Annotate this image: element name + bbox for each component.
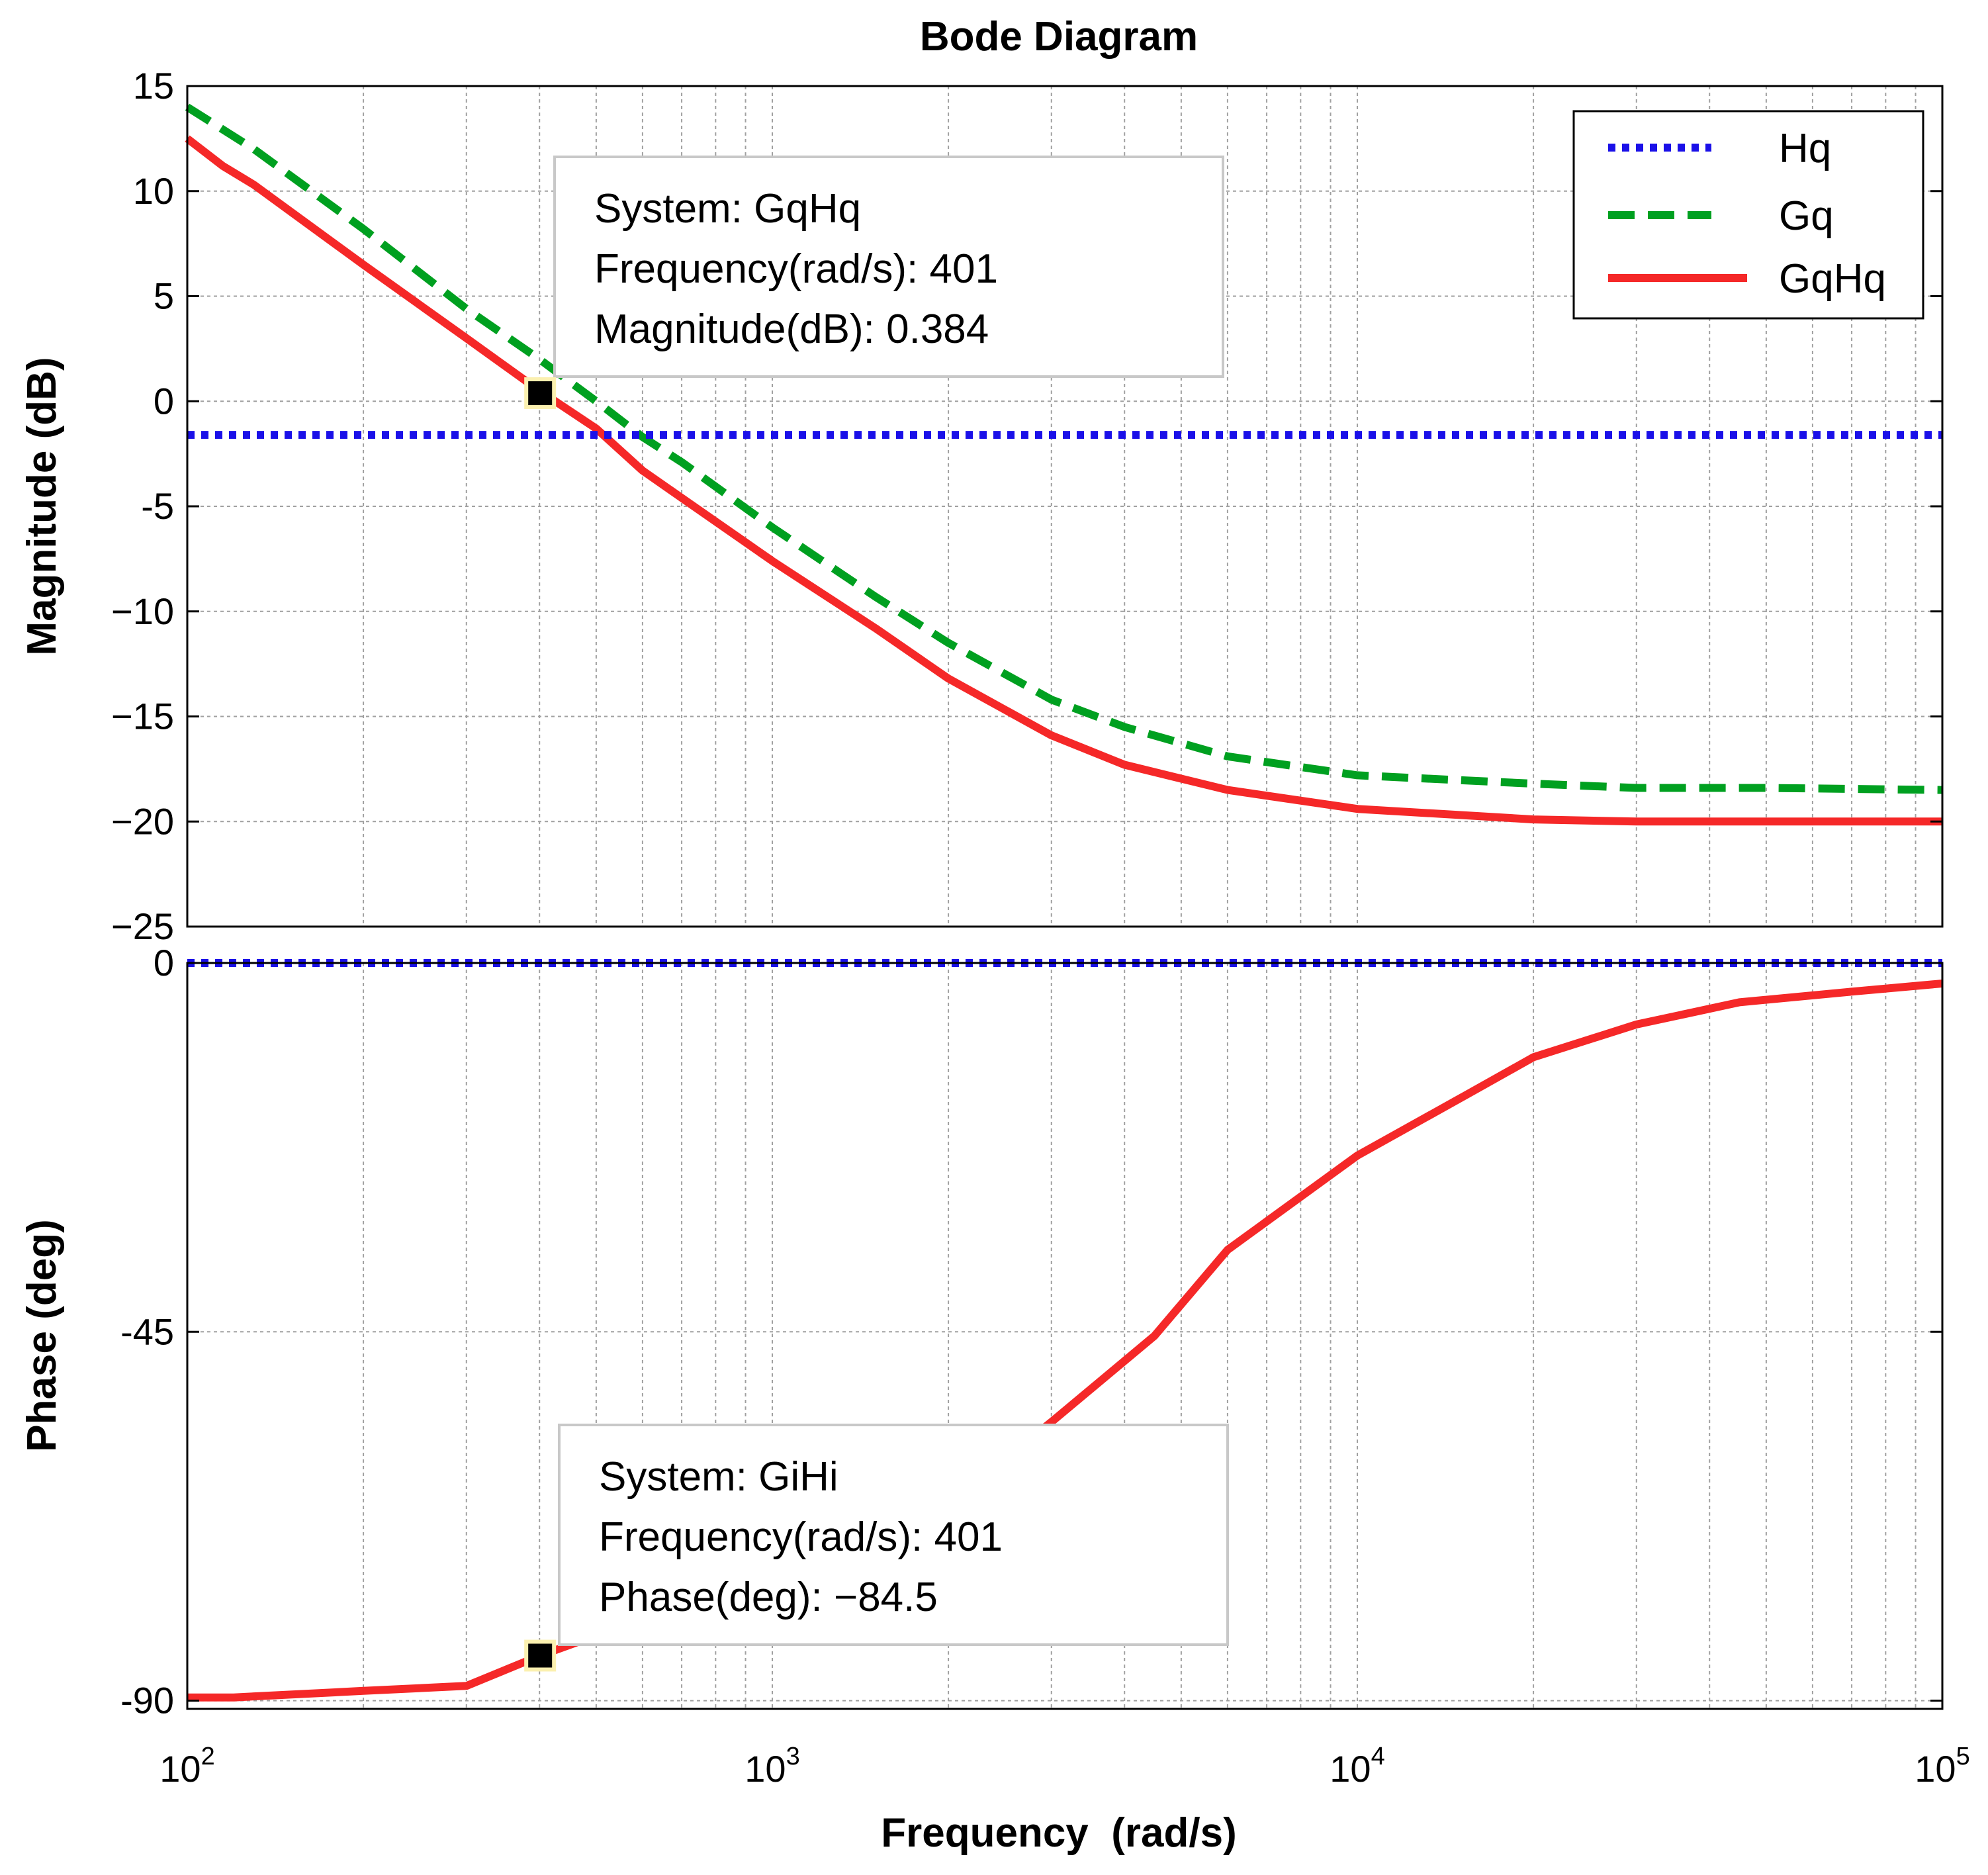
- x-tick-base: 10: [1915, 1748, 1956, 1790]
- magnitude-ytick-label: −10: [111, 590, 174, 632]
- phase-datatip: System: GiHi Frequency(rad/s): 401 Phase…: [524, 1424, 1229, 1672]
- phase-datatip-system: System: GiHi: [599, 1454, 838, 1500]
- magnitude-datatip-system: System: GqHq: [594, 186, 861, 232]
- magnitude-axis-label: Magnitude (dB): [19, 357, 65, 655]
- magnitude-ytick-label: −15: [111, 696, 174, 737]
- phase-grid: [187, 963, 1942, 1709]
- phase-datatip-frequency: Frequency(rad/s): 401: [599, 1514, 1003, 1560]
- magnitude-ytick-label: 10: [133, 170, 174, 212]
- x-tick-base: 10: [745, 1748, 786, 1790]
- x-tick-label: 105: [1915, 1743, 1969, 1790]
- x-axis-label: Frequency (rad/s): [881, 1810, 1236, 1856]
- magnitude-datatip: System: GqHq Frequency(rad/s): 401 Magni…: [524, 156, 1224, 410]
- x-tick-exponent: 4: [1371, 1743, 1385, 1770]
- magnitude-ytick-label: 5: [154, 275, 174, 317]
- x-tick-label: 104: [1330, 1743, 1384, 1790]
- legend-label-gqhq: GqHq: [1779, 256, 1886, 302]
- magnitude-datatip-marker[interactable]: [524, 377, 557, 410]
- phase-ytick-label: -90: [120, 1680, 174, 1721]
- magnitude-ytick-label: 15: [133, 65, 174, 107]
- chart-title: Bode Diagram: [920, 14, 1198, 60]
- magnitude-series: [185, 103, 1943, 826]
- legend-label-hq: Hq: [1779, 126, 1831, 171]
- magnitude-datatip-value: Magnitude(dB): 0.384: [594, 306, 989, 352]
- legend-label-gq: Gq: [1779, 193, 1834, 239]
- magnitude-ytick-label: −25: [111, 905, 174, 947]
- phase-axes-frame: [186, 962, 1944, 1710]
- x-tick-label: 103: [745, 1743, 799, 1790]
- x-tick-base: 10: [159, 1748, 201, 1790]
- phase-ytick-label: -45: [120, 1310, 174, 1352]
- magnitude-ytick-label: 0: [154, 380, 174, 422]
- x-tick-exponent: 3: [786, 1743, 800, 1770]
- phase-datatip-value: Phase(deg): −84.5: [599, 1575, 938, 1620]
- phase-datatip-marker[interactable]: [524, 1639, 557, 1672]
- x-tick-exponent: 5: [1956, 1743, 1970, 1770]
- x-tick-base: 10: [1330, 1748, 1371, 1790]
- magnitude-y-ticks: 15 10 5 0 -5 −10 −15 −20 −25: [111, 65, 1942, 947]
- magnitude-ytick-label: −20: [111, 800, 174, 842]
- magnitude-line-gq: [185, 103, 1943, 794]
- phase-ytick-label: 0: [154, 942, 174, 983]
- magnitude-datatip-box: [553, 156, 1224, 378]
- phase-y-ticks: 0 -45 -90: [120, 942, 1942, 1721]
- phase-datatip-box: [558, 1424, 1229, 1646]
- magnitude-ytick-label: -5: [141, 485, 174, 527]
- phase-line-gqhq: [187, 980, 1943, 1702]
- legend: Hq Gq GqHq: [1572, 110, 1924, 320]
- magnitude-line-gqhq: [185, 135, 1942, 826]
- magnitude-datatip-frequency: Frequency(rad/s): 401: [594, 246, 998, 292]
- phase-axis-label: Phase (deg): [19, 1219, 65, 1451]
- x-tick-label: 102: [159, 1743, 214, 1790]
- x-tick-exponent: 2: [201, 1743, 215, 1770]
- x-ticks: 102 103 104 105: [159, 1743, 1969, 1790]
